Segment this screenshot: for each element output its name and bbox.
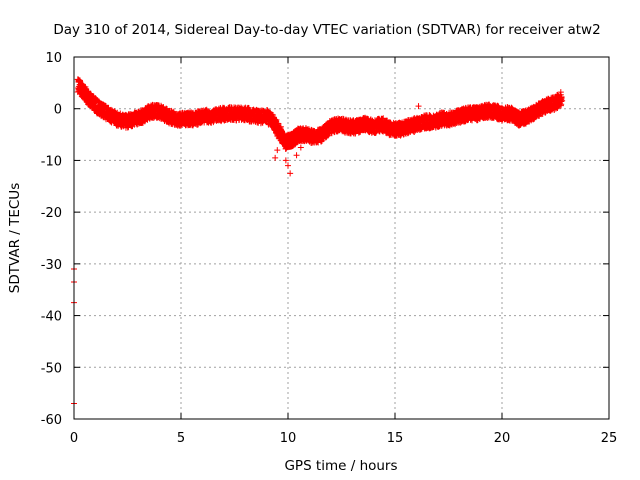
x-tick-label: 15	[387, 431, 404, 446]
x-tick-label: 25	[601, 431, 618, 446]
x-tick-label: 0	[70, 431, 78, 446]
y-tick-label: -30	[41, 258, 62, 273]
x-tick-label: 20	[494, 431, 511, 446]
outlier-point	[293, 152, 300, 159]
chart-title: Day 310 of 2014, Sidereal Day-to-day VTE…	[53, 22, 600, 38]
y-tick-label: 10	[45, 51, 62, 66]
outlier-point	[274, 147, 281, 154]
x-tick-label: 10	[280, 431, 297, 446]
outlier-point	[297, 144, 304, 151]
outlier-point	[272, 154, 279, 161]
x-axis-label: GPS time / hours	[284, 458, 397, 474]
y-tick-label: -10	[41, 154, 62, 169]
y-tick-label: -60	[41, 413, 62, 428]
y-tick-label: -20	[41, 206, 62, 221]
y-axis-label: SDTVAR / TECUs	[7, 183, 23, 293]
outlier-point	[287, 170, 294, 177]
y-tick-label: 0	[54, 103, 62, 118]
y-tick-label: -50	[41, 361, 62, 376]
x-tick-label: 5	[177, 431, 185, 446]
outlier-point	[285, 162, 291, 169]
data-series	[71, 76, 566, 407]
y-tick-label: -40	[41, 310, 62, 325]
